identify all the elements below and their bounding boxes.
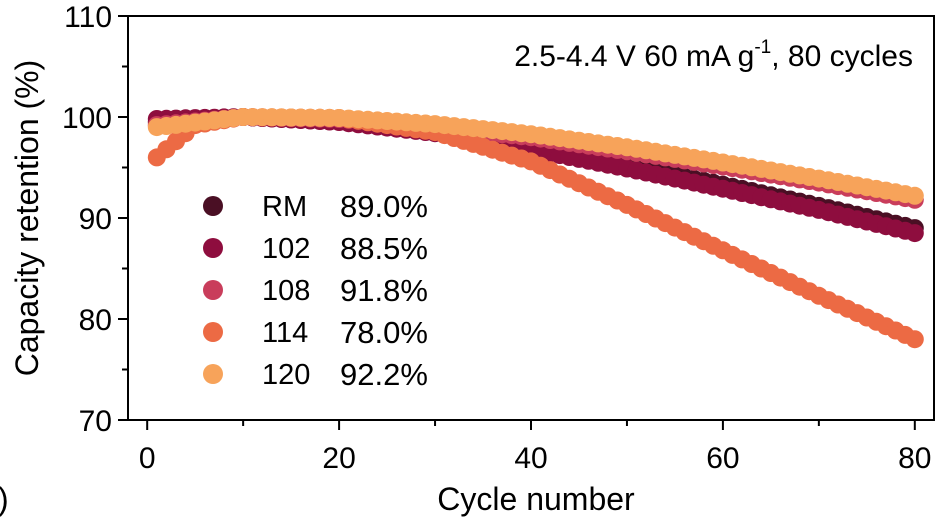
y-tick-label-80: 80	[79, 304, 112, 337]
legend-marker	[203, 280, 223, 300]
annotation-text: 2.5-4.4 V 60 mA g-1, 80 cycles	[514, 37, 913, 73]
legend-retention-value: 91.8%	[340, 273, 428, 308]
legend-marker	[203, 196, 223, 216]
legend-retention-value: 78.0%	[340, 315, 428, 350]
point-102-cycle-80	[905, 224, 924, 243]
legend-marker	[203, 322, 223, 342]
data-points	[147, 108, 924, 349]
legend-series-name: 108	[262, 275, 310, 307]
legend-series-name: RM	[262, 191, 307, 223]
axis-ticks: 0 20 40 60 80 70 80 90 100 110	[62, 1, 932, 475]
x-tick-label-80: 80	[898, 442, 931, 475]
legend-item-114: 114 78.0%	[203, 315, 428, 350]
point-120-cycle-80	[905, 186, 924, 205]
annotation-superscript: -1	[754, 37, 771, 58]
legend-item-102: 102 88.5%	[203, 231, 428, 266]
point-114-cycle-80	[905, 330, 924, 349]
x-tick-label-0: 0	[139, 442, 156, 475]
annotation-tail: , 80 cycles	[771, 40, 913, 73]
legend-series-name: 120	[262, 359, 310, 391]
legend-series-name: 114	[262, 317, 308, 349]
legend: RM 89.0% 102 88.5% 108 91.8% 114 78.0% 120 92.2%	[203, 189, 428, 392]
y-tick-label-90: 90	[79, 203, 112, 236]
legend-marker	[203, 238, 223, 258]
panel-label: )	[0, 481, 9, 517]
legend-item-120: 120 92.2%	[203, 357, 428, 392]
x-axis-title: Cycle number	[437, 481, 635, 517]
legend-marker	[203, 364, 223, 384]
y-tick-label-70: 70	[79, 405, 112, 438]
legend-series-name: 102	[262, 233, 310, 265]
legend-retention-value: 92.2%	[340, 357, 428, 392]
y-tick-label-110: 110	[64, 1, 112, 34]
y-axis-title: Capacity retention (%)	[9, 60, 45, 377]
y-tick-label-100: 100	[62, 102, 112, 135]
x-tick-label-60: 60	[706, 442, 739, 475]
legend-item-108: 108 91.8%	[203, 273, 428, 308]
legend-retention-value: 89.0%	[340, 189, 428, 224]
x-tick-label-20: 20	[322, 442, 355, 475]
x-tick-label-40: 40	[514, 442, 547, 475]
legend-item-rm: RM 89.0%	[203, 189, 428, 224]
series-120	[147, 108, 924, 205]
plot-frame	[127, 15, 935, 421]
legend-retention-value: 88.5%	[340, 231, 428, 266]
